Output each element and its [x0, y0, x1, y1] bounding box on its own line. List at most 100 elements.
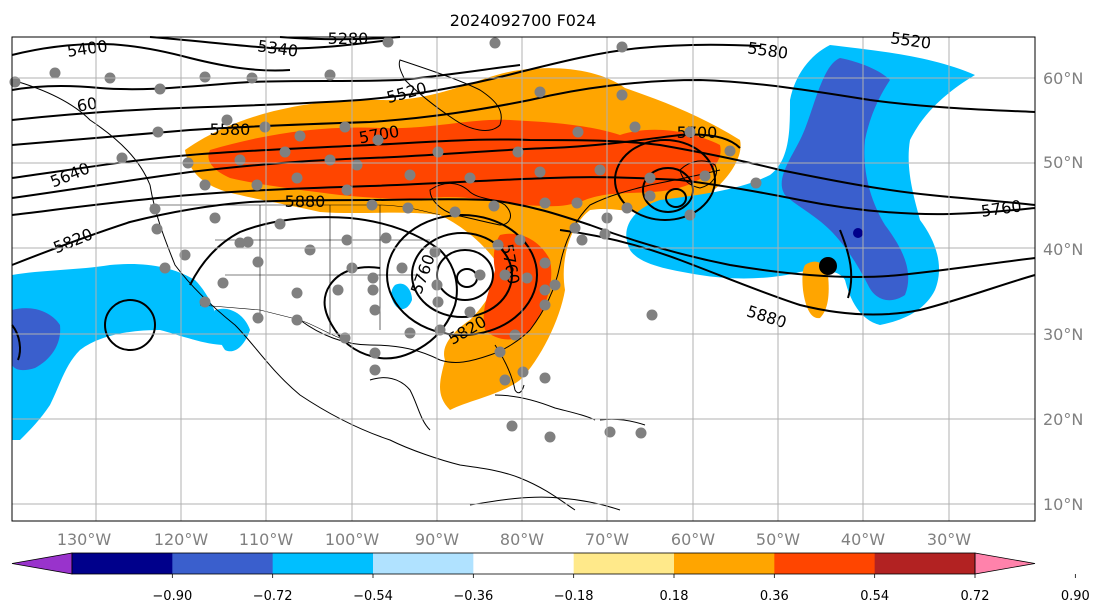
station-dot — [217, 277, 229, 289]
colorbar-tick-label: −0.72 — [253, 589, 293, 604]
colorbar-tick-label: −0.36 — [453, 589, 493, 604]
station-dot — [646, 309, 658, 321]
station-dot — [404, 169, 416, 181]
station-dot — [621, 202, 633, 214]
station-dot — [159, 262, 171, 274]
colorbar-min-extension — [11, 552, 73, 575]
station-dot — [521, 272, 533, 284]
station-dot — [291, 172, 303, 184]
station-dot — [372, 134, 384, 146]
colorbar-segment — [674, 553, 775, 574]
station-dot — [571, 197, 583, 209]
station-dot — [234, 237, 246, 249]
station-dot — [539, 372, 551, 384]
station-dot — [750, 177, 762, 189]
station-dot — [152, 126, 164, 138]
coastline-yucatan — [369, 377, 431, 431]
station-dot — [616, 89, 628, 101]
colorbar — [11, 552, 1036, 575]
colorbar-tick-label: 0.18 — [660, 589, 689, 604]
contour-pacific-closed — [104, 299, 156, 351]
station-dot — [432, 146, 444, 158]
station-dot — [369, 364, 381, 376]
lon-tick-label: 90°W — [415, 530, 459, 549]
station-dot — [534, 86, 546, 98]
cold-anomaly-pacific — [12, 263, 225, 440]
coastline-hispaniola — [599, 418, 646, 426]
coastline-north-america — [11, 79, 576, 511]
contour-label: 5880 — [285, 192, 326, 211]
station-dot — [488, 200, 500, 212]
station-dot — [341, 234, 353, 246]
station-dot — [116, 152, 128, 164]
lat-tick-label: 50°N — [1043, 153, 1083, 172]
station-dot — [539, 284, 551, 296]
station-dot — [274, 218, 286, 230]
lon-tick-label: 130°W — [57, 530, 112, 549]
station-dot — [209, 212, 221, 224]
lat-tick-label: 10°N — [1043, 495, 1083, 514]
station-dot — [644, 190, 656, 202]
station-dot — [684, 126, 696, 138]
contour-label: 5700 — [677, 123, 718, 142]
contour-label: 60 — [75, 93, 98, 115]
station-dot — [380, 232, 392, 244]
contour-pacific-wave — [11, 324, 21, 361]
station-dot — [367, 284, 379, 296]
station-dot — [154, 83, 166, 95]
lat-tick-label: 20°N — [1043, 410, 1083, 429]
station-dot — [332, 284, 344, 296]
station-dot — [499, 269, 511, 281]
station-dot — [684, 209, 696, 221]
lon-tick-label: 70°W — [585, 530, 629, 549]
contour-5820 — [11, 198, 1036, 278]
station-dot — [294, 130, 306, 142]
lon-tick-label: 110°W — [239, 530, 294, 549]
colorbar-tick-label: −0.90 — [152, 589, 192, 604]
station-dot — [179, 249, 191, 261]
station-dot — [494, 346, 506, 358]
contour-label: 5280 — [328, 29, 369, 48]
station-dot — [549, 279, 561, 291]
station-dot — [492, 239, 504, 251]
station-dot — [149, 203, 161, 215]
station-dot — [382, 36, 394, 48]
contour-north-atlantic-low-outer — [614, 139, 716, 221]
contour-north-atlantic-low-core — [665, 188, 687, 208]
colorbar-segment — [874, 553, 976, 574]
station-dot — [517, 366, 529, 378]
station-dot — [291, 287, 303, 299]
cold-extreme-spot — [853, 228, 863, 238]
station-dot — [539, 299, 551, 311]
colorbar-tick-label: −0.18 — [554, 589, 594, 604]
coastline-cuba — [494, 394, 596, 421]
lon-tick-label: 100°W — [325, 530, 380, 549]
station-dot — [544, 431, 556, 443]
station-dot — [464, 172, 476, 184]
station-dot — [539, 257, 551, 269]
lat-tick-label: 60°N — [1043, 69, 1083, 88]
station-dot — [304, 244, 316, 256]
contour-5760 — [11, 176, 1036, 216]
colorbar-segment — [272, 553, 374, 574]
colorbar-max-extension — [974, 552, 1036, 575]
station-dot — [324, 154, 336, 166]
tropical-system-marker — [819, 257, 837, 275]
station-dot — [534, 166, 546, 178]
station-dot — [594, 164, 606, 176]
station-dot — [396, 262, 408, 274]
lon-tick-label: 50°W — [756, 530, 800, 549]
station-dot — [474, 269, 486, 281]
station-dot — [489, 37, 501, 49]
lat-tick-label: 30°N — [1043, 325, 1083, 344]
station-dot — [539, 197, 551, 209]
contour-5640 — [11, 138, 1036, 206]
station-dot — [449, 206, 461, 218]
colorbar-tick-label: 0.36 — [760, 589, 789, 604]
station-dot — [339, 121, 351, 133]
lon-tick-label: 30°W — [927, 530, 971, 549]
station-dot — [199, 71, 211, 83]
station-dot — [351, 159, 363, 171]
station-dot — [404, 327, 416, 339]
